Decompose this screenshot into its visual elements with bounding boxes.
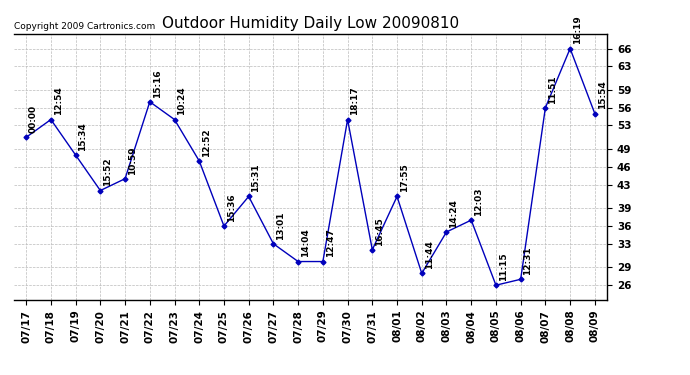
Text: 18:17: 18:17 [351,87,359,116]
Text: 00:00: 00:00 [29,105,38,133]
Text: 13:01: 13:01 [276,211,285,240]
Text: 15:34: 15:34 [79,122,88,151]
Text: 15:54: 15:54 [598,81,607,110]
Text: 12:03: 12:03 [474,188,483,216]
Text: 12:52: 12:52 [202,128,211,157]
Text: 14:24: 14:24 [449,199,458,228]
Text: 10:24: 10:24 [177,87,186,116]
Text: 15:52: 15:52 [103,158,112,186]
Text: 15:31: 15:31 [251,164,260,192]
Text: 17:55: 17:55 [400,164,408,192]
Text: 12:31: 12:31 [524,246,533,275]
Text: 10:59: 10:59 [128,146,137,174]
Text: 11:51: 11:51 [548,75,557,104]
Text: 16:19: 16:19 [573,16,582,44]
Text: 14:04: 14:04 [301,229,310,257]
Text: 11:44: 11:44 [424,240,433,269]
Text: 11:15: 11:15 [499,252,508,281]
Text: 12:54: 12:54 [54,87,63,116]
Text: 12:47: 12:47 [326,228,335,257]
Text: 16:45: 16:45 [375,217,384,246]
Text: 15:36: 15:36 [227,193,236,222]
Title: Outdoor Humidity Daily Low 20090810: Outdoor Humidity Daily Low 20090810 [162,16,459,31]
Text: Copyright 2009 Cartronics.com: Copyright 2009 Cartronics.com [14,22,155,31]
Text: 15:16: 15:16 [152,69,161,98]
